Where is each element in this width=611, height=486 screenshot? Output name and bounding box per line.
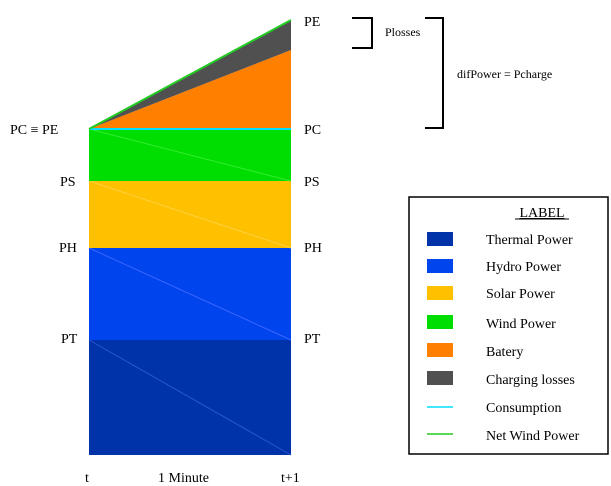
time-end-label: t+1 xyxy=(281,471,300,486)
plosses-bracket xyxy=(352,17,373,49)
pc-right-label: PC xyxy=(304,123,321,138)
legend-label-thermal: Thermal Power xyxy=(486,233,573,248)
legend-label-solar: Solar Power xyxy=(486,287,555,302)
legend-swatch-hydro xyxy=(427,259,453,273)
pe-top-label: PE xyxy=(304,15,320,30)
legend-label-hydro: Hydro Power xyxy=(486,260,561,275)
ph-left-label: PH xyxy=(59,241,77,256)
hydro-band-diagonal xyxy=(88,247,292,341)
wind-band-diagonal xyxy=(88,128,292,182)
ph-right-label: PH xyxy=(304,241,322,256)
legend-label-wind: Wind Power xyxy=(486,317,556,332)
thermal-band-diagonal xyxy=(88,339,292,456)
plosses-label: Plosses xyxy=(385,25,421,39)
time-duration-label: 1 Minute xyxy=(158,471,209,486)
legend-label-net-wind: Net Wind Power xyxy=(486,429,580,444)
legend-label-battery: Batery xyxy=(486,345,523,360)
difpower-label: difPower = Pcharge xyxy=(457,67,552,81)
legend-title: LABEL xyxy=(519,206,564,221)
pt-left-label: PT xyxy=(61,332,78,347)
legend-swatch-solar xyxy=(427,286,453,300)
time-start-label: t xyxy=(85,471,89,486)
legend-swatch-wind xyxy=(427,315,453,329)
legend-swatch-losses xyxy=(427,371,453,385)
pc-pe-left-label: PC ≡ PE xyxy=(10,123,58,138)
legend: LABEL Thermal Power Hydro Power Solar Po… xyxy=(408,196,609,455)
net-wind-power-line xyxy=(88,19,292,130)
legend-label-consumption: Consumption xyxy=(486,401,561,416)
solar-band-diagonal xyxy=(88,180,292,249)
difpower-bracket xyxy=(425,17,444,129)
pt-right-label: PT xyxy=(304,332,321,347)
legend-swatch-battery xyxy=(427,343,453,357)
legend-swatch-thermal xyxy=(427,232,453,246)
ps-left-label: PS xyxy=(60,175,76,190)
ps-right-label: PS xyxy=(304,175,320,190)
legend-label-losses: Charging losses xyxy=(486,373,575,388)
